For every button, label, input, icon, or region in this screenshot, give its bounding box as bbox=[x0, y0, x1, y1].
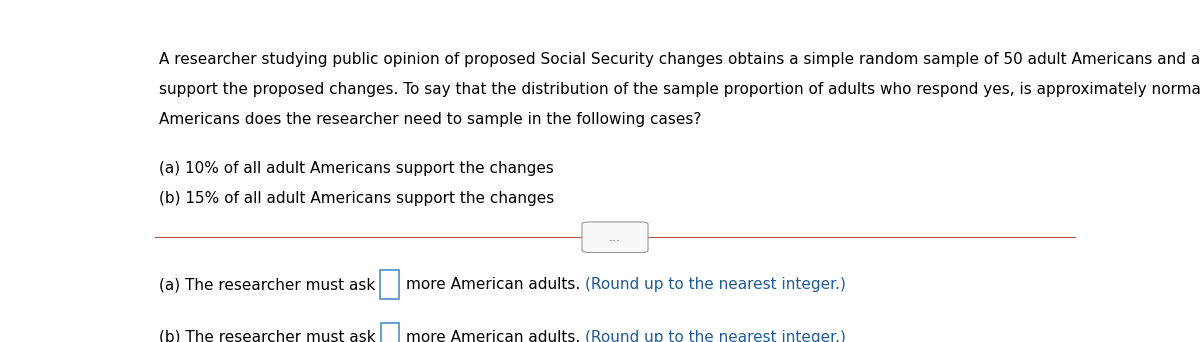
Bar bbox=[380, 323, 400, 342]
Text: (a) The researcher must ask: (a) The researcher must ask bbox=[160, 277, 380, 292]
Text: (a) 10% of all adult Americans support the changes: (a) 10% of all adult Americans support t… bbox=[160, 161, 554, 176]
Text: (b) The researcher must ask: (b) The researcher must ask bbox=[160, 330, 380, 342]
Text: (Round up to the nearest integer.): (Round up to the nearest integer.) bbox=[584, 277, 846, 292]
Text: A researcher studying public opinion of proposed Social Security changes obtains: A researcher studying public opinion of … bbox=[160, 52, 1200, 67]
FancyBboxPatch shape bbox=[582, 222, 648, 252]
Text: (Round up to the nearest integer.): (Round up to the nearest integer.) bbox=[586, 330, 846, 342]
Text: support the proposed changes. To say that the distribution of the sample proport: support the proposed changes. To say tha… bbox=[160, 82, 1200, 97]
Text: ...: ... bbox=[610, 231, 622, 244]
Text: more American adults.: more American adults. bbox=[406, 277, 584, 292]
Text: Americans does the researcher need to sample in the following cases?: Americans does the researcher need to sa… bbox=[160, 112, 702, 127]
Text: more American adults.: more American adults. bbox=[406, 330, 586, 342]
Text: (b) 15% of all adult Americans support the changes: (b) 15% of all adult Americans support t… bbox=[160, 191, 554, 206]
Bar bbox=[380, 270, 400, 299]
